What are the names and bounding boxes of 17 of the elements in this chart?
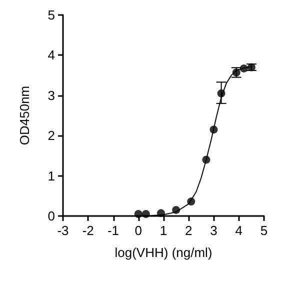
y-tick-label: 3 [48,88,55,103]
x-tick-label: 3 [210,223,218,238]
x-tick-label: -3 [57,223,69,238]
x-tick-label: 1 [160,223,168,238]
y-tick-label: 2 [48,128,55,144]
x-axis-title: log(VHH) (ng/ml) [114,245,212,260]
x-tick-label: 5 [260,223,268,238]
x-tick-label: 2 [185,223,192,238]
y-tick-label: 0 [48,208,55,224]
x-tick-label: -1 [107,223,120,238]
x-tick-label: 4 [235,223,242,238]
y-tick-label: 1 [48,168,55,184]
x-tick-label: -2 [82,223,94,238]
y-tick-label: 4 [48,48,55,63]
y-axis-title: OD450nm [17,86,32,146]
x-tick-label: 0 [134,223,142,238]
y-tick-label: 5 [48,8,55,22]
